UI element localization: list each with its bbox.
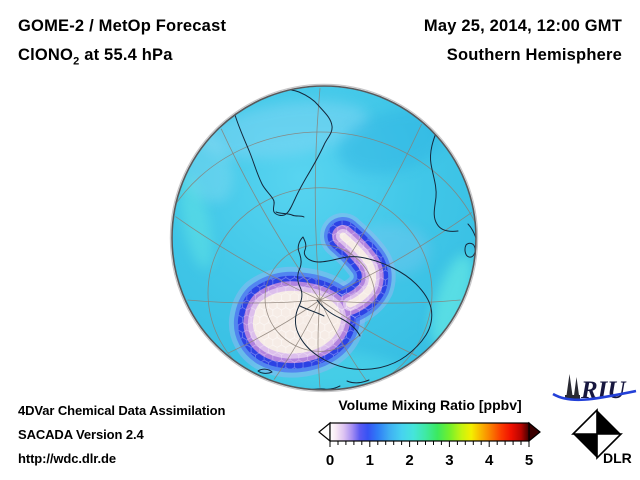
longitude-line — [273, 299, 321, 380]
colorbar-tick-labels: 0 1 2 3 4 5 — [326, 452, 533, 469]
cathedral-icon — [565, 374, 580, 399]
colorbar-tick-label: 1 — [366, 452, 374, 469]
colorbar-title: Volume Mixing Ratio [ppbv] — [338, 397, 522, 413]
colorbar-tick-label: 5 — [525, 452, 533, 469]
coastline-south-america — [232, 88, 333, 216]
latitude-circle — [207, 187, 433, 390]
colorbar: 0 1 2 3 4 5 — [318, 421, 541, 469]
longitude-line — [317, 299, 321, 388]
longitude-line — [220, 128, 321, 301]
colorbar-left-arrow — [318, 421, 331, 443]
assimilation-label: 4DVar Chemical Data Assimilation — [18, 403, 226, 418]
coastline-antarctica — [295, 236, 433, 370]
riu-swoosh — [552, 389, 637, 402]
coastline-antarctica-ice-line-2 — [299, 305, 325, 317]
colorbar-tick-label: 0 — [326, 452, 334, 469]
longitude-line — [319, 299, 461, 304]
coastline-antarctica-ice-line-1 — [316, 299, 361, 337]
longitude-line — [187, 299, 321, 304]
longitude-line — [319, 212, 473, 301]
coastline-madagascar — [464, 242, 476, 258]
longitude-line — [319, 299, 417, 357]
latitude-circle — [264, 244, 376, 352]
header-left: GOME-2 / MetOp Forecast ClONO2 at 55.4 h… — [18, 12, 226, 76]
header-right: May 25, 2014, 12:00 GMT Southern Hemisph… — [424, 12, 622, 70]
coastlines — [232, 88, 476, 390]
species-level-label: ClONO2 at 55.4 hPa — [18, 41, 226, 76]
product-title: GOME-2 / MetOp Forecast — [18, 17, 227, 35]
dlr-logo: DLR — [566, 408, 632, 471]
longitude-line — [319, 123, 422, 301]
dlr-logo-text: DLR — [603, 450, 632, 466]
coastline-australia-coast-2 — [346, 379, 370, 384]
hemisphere-label: Southern Hemisphere — [446, 46, 622, 64]
longitude-line — [175, 216, 321, 301]
colorbar-gradient-bar — [329, 422, 530, 442]
coastline-africa-west-coast — [430, 127, 459, 232]
feature-hex-texture — [237, 275, 357, 369]
coastline-new-zealand-north — [257, 368, 273, 374]
ocean-streak — [338, 109, 446, 175]
coastline-tierra-del-fuego — [275, 211, 305, 218]
colorbar-tick-label: 2 — [405, 452, 413, 469]
riu-logo: RIU — [552, 368, 638, 413]
footer-credits: 4DVar Chemical Data Assimilation SACADA … — [18, 399, 225, 471]
longitude-line — [314, 88, 321, 301]
longitude-line — [319, 299, 368, 382]
colorbar-ticks — [329, 441, 530, 447]
colorbar-tick-label: 3 — [445, 452, 453, 469]
latitude-circle — [172, 131, 476, 390]
species-subscript: 2 — [73, 55, 80, 68]
colorbar-right-arrow — [528, 421, 541, 443]
globe-rim-outer — [169, 83, 479, 393]
datetime-label: May 25, 2014, 12:00 GMT — [423, 17, 622, 35]
ocean-streak — [430, 254, 474, 346]
globe-rim — [171, 85, 477, 391]
version-label: SACADA Version 2.4 — [18, 427, 144, 442]
species-name: ClONO — [18, 46, 74, 64]
pressure-level: at 55.4 hPa — [79, 46, 173, 64]
ocean-streak — [179, 174, 213, 270]
dlr-emblem-icon — [571, 408, 623, 460]
graticule — [172, 86, 476, 390]
colorbar-tick-label: 4 — [485, 452, 494, 469]
website-url: http://wdc.dlr.de — [18, 451, 116, 466]
longitude-line — [227, 299, 321, 354]
